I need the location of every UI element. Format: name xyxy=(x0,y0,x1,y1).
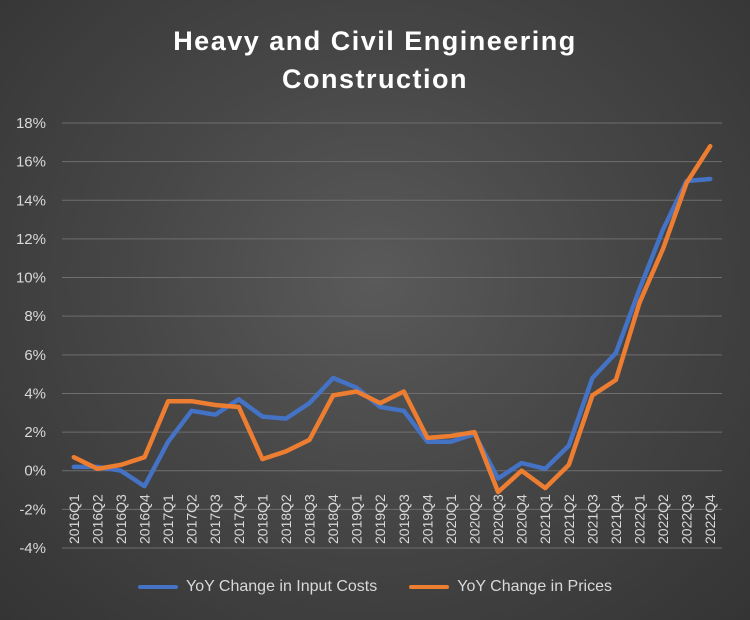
y-tick-label: 0% xyxy=(24,463,46,480)
x-tick-label: 2022Q4 xyxy=(702,494,718,544)
chart-title-line-2: Construction xyxy=(282,64,468,94)
x-tick-label: 2021Q3 xyxy=(584,494,600,544)
x-tick-label: 2020Q1 xyxy=(443,494,459,544)
legend-item-input-costs[interactable]: YoY Change in Input Costs xyxy=(137,578,378,596)
legend-label-prices: YoY Change in Prices xyxy=(457,578,613,595)
y-tick-label: -2% xyxy=(19,501,46,518)
x-tick-label: 2022Q3 xyxy=(679,494,695,544)
legend: YoY Change in Input Costs YoY Change in … xyxy=(0,578,750,596)
x-tick-label: 2018Q3 xyxy=(302,494,318,544)
legend-swatch-prices xyxy=(409,585,450,589)
x-tick-label: 2019Q3 xyxy=(396,494,412,544)
x-tick-label: 2018Q2 xyxy=(278,494,294,544)
x-tick-label: 2017Q1 xyxy=(160,494,176,544)
x-tick-label: 2016Q4 xyxy=(137,494,153,544)
y-tick-label: 4% xyxy=(24,385,46,402)
x-tick-label: 2016Q2 xyxy=(89,494,105,544)
x-tick-label: 2017Q4 xyxy=(231,494,247,544)
legend-swatch-input-costs xyxy=(137,585,178,589)
chart-title-line-1: Heavy and Civil Engineering xyxy=(173,26,577,56)
x-tick-label: 2018Q1 xyxy=(254,494,270,544)
y-tick-label: 12% xyxy=(16,231,46,248)
x-tick-label: 2017Q2 xyxy=(184,494,200,544)
x-tick-label: 2016Q3 xyxy=(113,494,129,544)
x-tick-label: 2022Q1 xyxy=(632,494,648,544)
x-tick-label: 2018Q4 xyxy=(325,494,341,544)
y-tick-label: 18% xyxy=(16,115,46,132)
x-tick-label: 2017Q3 xyxy=(207,494,223,544)
y-axis-tick-labels: -4% -2% 0% 2% 4% 6% 8% 10% 12% 14% 16% 18% xyxy=(16,115,46,557)
y-tick-label: 8% xyxy=(24,308,46,325)
y-tick-label: 14% xyxy=(16,192,46,209)
y-tick-label: -4% xyxy=(19,540,46,557)
x-axis-tick-labels: 2016Q1 2016Q2 2016Q3 2016Q4 2017Q1 2017Q2 2017… xyxy=(66,494,718,544)
series-lines xyxy=(71,143,713,495)
x-tick-label: 2020Q3 xyxy=(490,494,506,544)
series-line-prices xyxy=(71,143,713,495)
x-tick-label: 2019Q4 xyxy=(419,494,435,544)
x-tick-label: 2016Q1 xyxy=(66,494,82,544)
y-tick-label: 16% xyxy=(16,154,46,171)
x-tick-label: 2021Q4 xyxy=(608,494,624,544)
y-tick-label: 6% xyxy=(24,347,46,364)
y-tick-label: 10% xyxy=(16,270,46,287)
chart-title: Heavy and Civil Engineering Construction xyxy=(0,22,750,98)
legend-item-prices[interactable]: YoY Change in Prices xyxy=(409,578,612,596)
x-tick-label: 2019Q2 xyxy=(372,494,388,544)
x-tick-label: 2019Q1 xyxy=(349,494,365,544)
y-tick-label: 2% xyxy=(24,424,46,441)
legend-label-input-costs: YoY Change in Input Costs xyxy=(185,578,378,595)
x-tick-label: 2021Q1 xyxy=(537,494,553,544)
gridlines xyxy=(62,122,722,549)
x-tick-label: 2022Q2 xyxy=(655,494,671,544)
x-tick-label: 2020Q4 xyxy=(514,494,530,544)
x-tick-label: 2021Q2 xyxy=(561,494,577,544)
series-line-input-costs xyxy=(71,176,713,489)
x-tick-label: 2020Q2 xyxy=(467,494,483,544)
